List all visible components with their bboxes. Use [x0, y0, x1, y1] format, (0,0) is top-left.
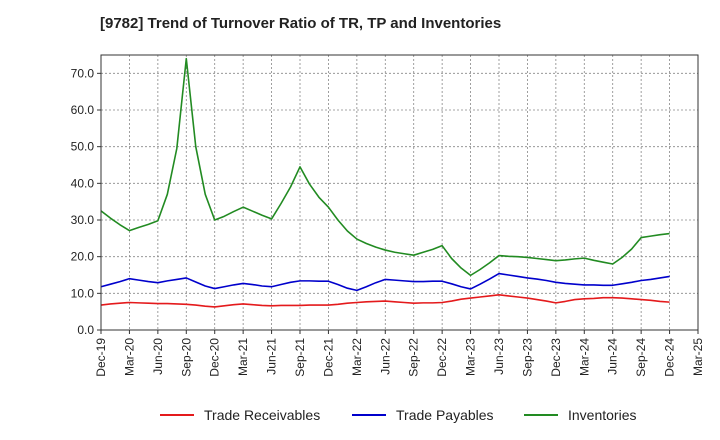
x-tick-label: Jun-23: [492, 338, 506, 375]
chart-legend: Trade Receivables Trade Payables Invento…: [0, 403, 720, 427]
series-line-trade-payables: [100, 272, 670, 292]
x-tick-label: Jun-24: [606, 338, 620, 375]
x-tick-label: Dec-20: [208, 338, 222, 377]
x-tick-label: Dec-22: [435, 338, 449, 377]
y-tick-label: 60.0: [71, 103, 95, 117]
x-tick-label: Mar-22: [350, 338, 364, 376]
series-line-inventories: [100, 57, 670, 277]
y-tick-label: 50.0: [71, 140, 95, 154]
x-tick-label: Sep-23: [520, 338, 534, 377]
x-tick-label: Mar-25: [691, 338, 705, 376]
x-tick-label: Dec-24: [663, 338, 677, 377]
x-tick-label: Dec-21: [321, 338, 335, 377]
x-tick-label: Mar-21: [236, 338, 250, 376]
x-tick-label: Sep-21: [293, 338, 307, 377]
x-tick-label: Dec-19: [94, 338, 108, 377]
series-line-trade-receivables: [100, 293, 670, 308]
x-tick-label: Mar-24: [577, 338, 591, 376]
legend-swatch-trade-payables: [352, 414, 386, 416]
y-tick-label: 20.0: [71, 250, 95, 264]
y-tick-label: 30.0: [71, 213, 95, 227]
legend-swatch-inventories: [524, 414, 558, 416]
legend-label-trade-receivables: Trade Receivables: [204, 407, 321, 423]
x-tick-label: Mar-23: [464, 338, 478, 376]
chart-title: [9782] Trend of Turnover Ratio of TR, TP…: [100, 15, 502, 32]
x-tick-label: Sep-20: [179, 338, 193, 377]
x-tick-label: Sep-24: [634, 338, 648, 377]
legend-label-trade-payables: Trade Payables: [396, 407, 494, 423]
legend-label-inventories: Inventories: [568, 407, 637, 423]
x-tick-label: Jun-21: [265, 338, 279, 375]
x-tick-label: Sep-22: [407, 338, 421, 377]
x-tick-label: Dec-23: [549, 338, 563, 377]
legend-item-inventories: Inventories: [524, 403, 636, 427]
y-tick-label: 0.0: [77, 323, 94, 337]
plot-frame: [100, 54, 699, 331]
legend-item-trade-payables: Trade Payables: [352, 403, 494, 427]
x-tick-label: Mar-20: [122, 338, 136, 376]
legend-swatch-trade-receivables: [160, 414, 194, 416]
x-tick-label: Jun-22: [378, 338, 392, 375]
y-tick-label: 70.0: [71, 66, 95, 80]
y-tick-label: 10.0: [71, 286, 95, 300]
y-tick-label: 40.0: [71, 176, 95, 190]
legend-item-trade-receivables: Trade Receivables: [160, 403, 320, 427]
x-tick-label: Jun-20: [151, 338, 165, 375]
